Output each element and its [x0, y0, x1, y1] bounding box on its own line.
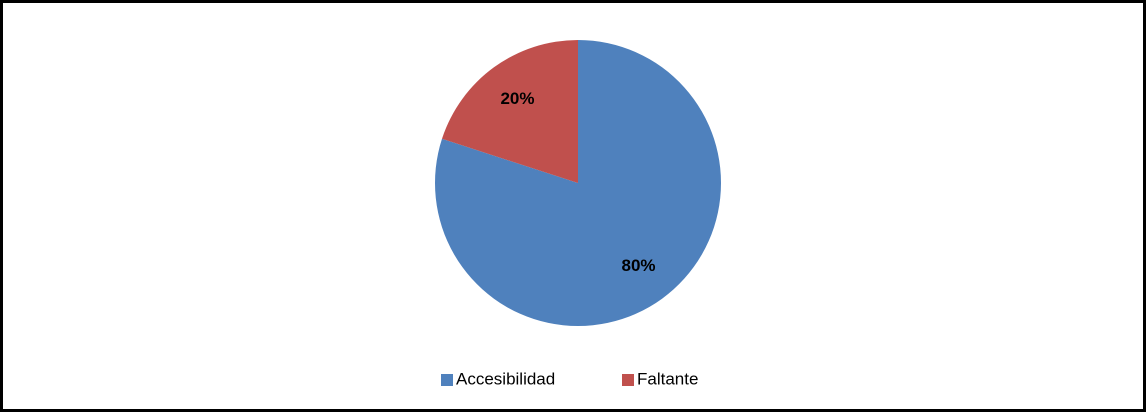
- legend-label: Faltante: [637, 369, 698, 388]
- legend-label: Accesibilidad: [456, 369, 555, 388]
- data-label: 20%: [500, 89, 534, 108]
- data-label: 80%: [622, 256, 656, 275]
- pie-slice: [441, 40, 578, 183]
- legend-swatch: [441, 374, 453, 386]
- legend-swatch: [622, 374, 634, 386]
